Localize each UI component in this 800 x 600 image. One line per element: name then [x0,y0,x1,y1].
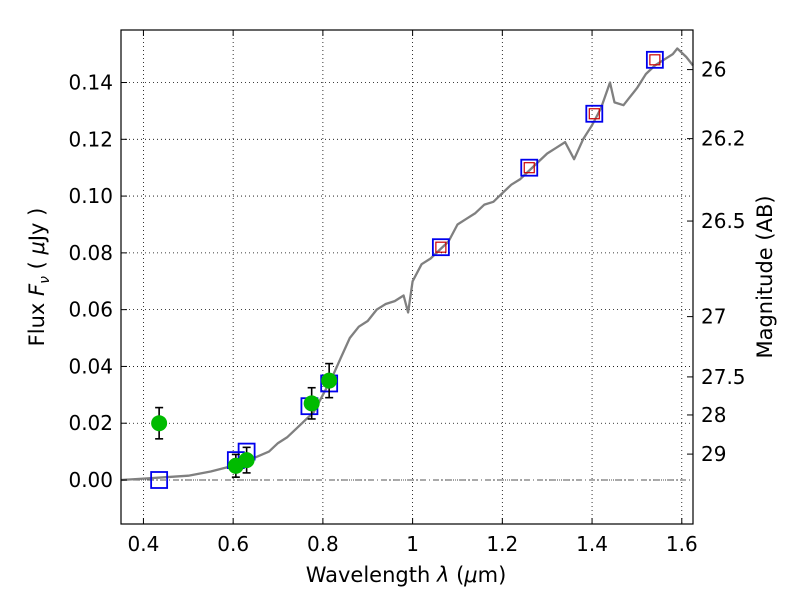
y2-tick-label: 27 [701,305,726,329]
x-tick-label: 0.4 [128,532,160,556]
y2-tick-label: 26 [701,58,726,82]
y-tick-label: 0.04 [68,354,113,378]
model-inner-square [435,241,447,253]
model-inner-square [649,54,661,66]
plot-frame [120,29,694,525]
model-point-square [431,238,450,257]
model-inner-square [588,108,600,120]
model-point-square [585,104,604,123]
y2-axis-label: Magnitude (AB) [753,195,777,358]
x-tick-label: 1.4 [576,532,608,556]
y-tick-label: 0.02 [68,411,113,435]
model-point-square [520,158,539,177]
data-markers [150,50,664,489]
x-axis-label: Wavelength λ (μm) [306,563,507,587]
grid-lines [121,30,693,524]
x-axis-ticks: 0.4 0.6 0.8 1 1.2 1.4 1.6 [128,30,698,556]
y2-tick-label: 28 [701,403,726,427]
y2-axis-ticks: 26 26.2 26.5 27 27.5 28 29 [687,58,746,466]
y-tick-label: 0.10 [68,184,113,208]
x-tick-label: 0.8 [307,532,339,556]
spectrum-line [120,47,694,482]
y-tick-label: 0.14 [68,71,113,95]
y-tick-label: 0.06 [68,298,113,322]
model-inner-square [523,162,535,174]
model-point-square [645,50,664,69]
observed-point [303,395,320,412]
spectrum-polyline [120,47,694,482]
y2-tick-label: 27.5 [701,365,746,389]
y-axis-ticks: 0.00 0.02 0.04 0.06 0.08 0.10 0.12 0.14 [68,71,127,492]
y-tick-label: 0.00 [68,468,113,492]
model-point-square [150,471,169,489]
y2-tick-label: 29 [701,442,726,466]
x-tick-label: 0.6 [217,532,249,556]
x-tick-label: 1.6 [666,532,698,556]
y-axis-label: Flux Fν ( μJy ) [25,208,53,347]
observed-point [151,415,168,432]
y-tick-label: 0.08 [68,241,113,265]
y-tick-label: 0.12 [68,127,113,151]
observed-point [238,452,255,469]
y2-tick-label: 26.2 [701,127,746,151]
y2-tick-label: 26.5 [701,209,746,233]
observed-point [321,372,338,389]
x-tick-label: 1 [406,532,419,556]
x-tick-label: 1.2 [486,532,518,556]
